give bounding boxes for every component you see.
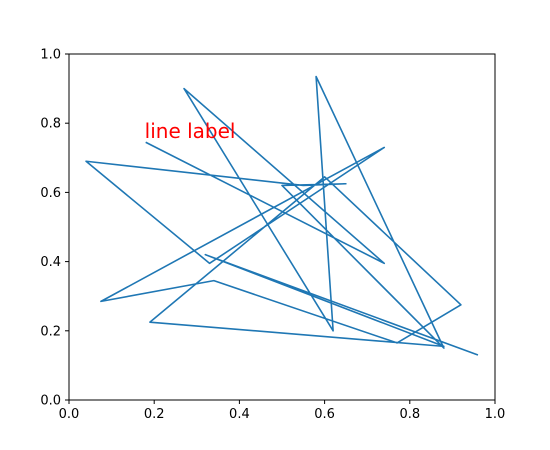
x-tick-label: 0.2 <box>144 407 165 422</box>
annotations: line label <box>145 119 236 143</box>
y-tick-label: 0.4 <box>40 255 61 270</box>
y-tick-label: 0.0 <box>40 394 61 409</box>
y-tick-label: 0.6 <box>40 186 61 201</box>
annotation-text: line label <box>145 119 236 143</box>
y-tick-label: 1.0 <box>40 48 61 63</box>
x-tick-label: 0.6 <box>314 407 335 422</box>
series-line-line <box>85 75 479 356</box>
x-tick-label: 0.0 <box>59 407 80 422</box>
x-axis: 0.0 0.2 0.4 0.6 0.8 1.0 <box>59 400 506 422</box>
x-tick-label: 0.4 <box>229 407 250 422</box>
y-tick-label: 0.2 <box>40 324 61 339</box>
x-tick-label: 0.8 <box>399 407 420 422</box>
x-tick-label: 1.0 <box>485 407 506 422</box>
plot-area <box>85 75 479 356</box>
axes-frame <box>68 53 496 401</box>
y-tick-label: 0.8 <box>40 117 61 132</box>
y-axis: 0.0 0.2 0.4 0.6 0.8 1.0 <box>40 48 69 409</box>
